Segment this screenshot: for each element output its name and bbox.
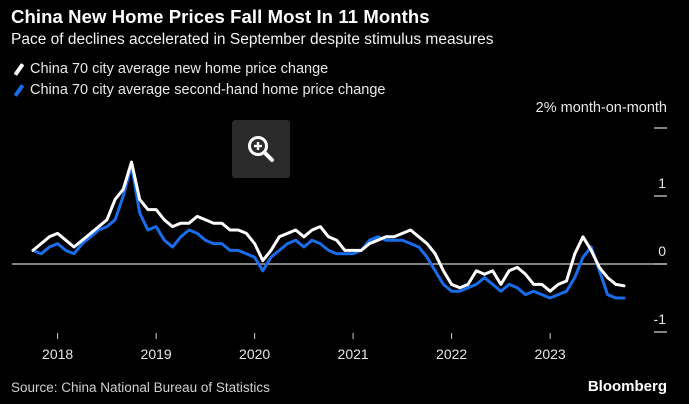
zoom-button[interactable] bbox=[232, 120, 290, 178]
legend-item-new-home: China 70 city average new home price cha… bbox=[13, 59, 385, 80]
legend: China 70 city average new home price cha… bbox=[13, 59, 386, 101]
x-tick-label: 2022 bbox=[436, 346, 467, 362]
x-tick-label: 2019 bbox=[141, 346, 172, 362]
series-line-second-hand bbox=[31, 163, 626, 300]
bloomberg-logo: Bloomberg bbox=[587, 378, 667, 395]
y-tick-label: 1 bbox=[658, 175, 666, 191]
y-axis-unit-label: 2% month-on-month bbox=[535, 100, 667, 116]
x-tick-label: 2020 bbox=[239, 346, 270, 362]
zoom-in-icon bbox=[248, 136, 274, 162]
legend-label-new-home: China 70 city average new home price cha… bbox=[30, 61, 329, 77]
series-line-new-home bbox=[31, 160, 626, 293]
y-tick-label: 0 bbox=[658, 243, 666, 259]
source-note: Source: China National Bureau of Statist… bbox=[11, 380, 270, 395]
x-tick-label: 2023 bbox=[535, 346, 566, 362]
legend-item-second-hand: China 70 city average second-hand home p… bbox=[13, 80, 386, 101]
legend-label-second-hand: China 70 city average second-hand home p… bbox=[30, 82, 386, 98]
x-tick-label: 2021 bbox=[338, 346, 369, 362]
chart-title: China New Home Prices Fall Most In 11 Mo… bbox=[11, 6, 430, 27]
x-tick-label: 2018 bbox=[42, 346, 73, 362]
chart-subtitle: Pace of declines accelerated in Septembe… bbox=[11, 31, 494, 48]
y-tick-label: -1 bbox=[654, 311, 667, 327]
